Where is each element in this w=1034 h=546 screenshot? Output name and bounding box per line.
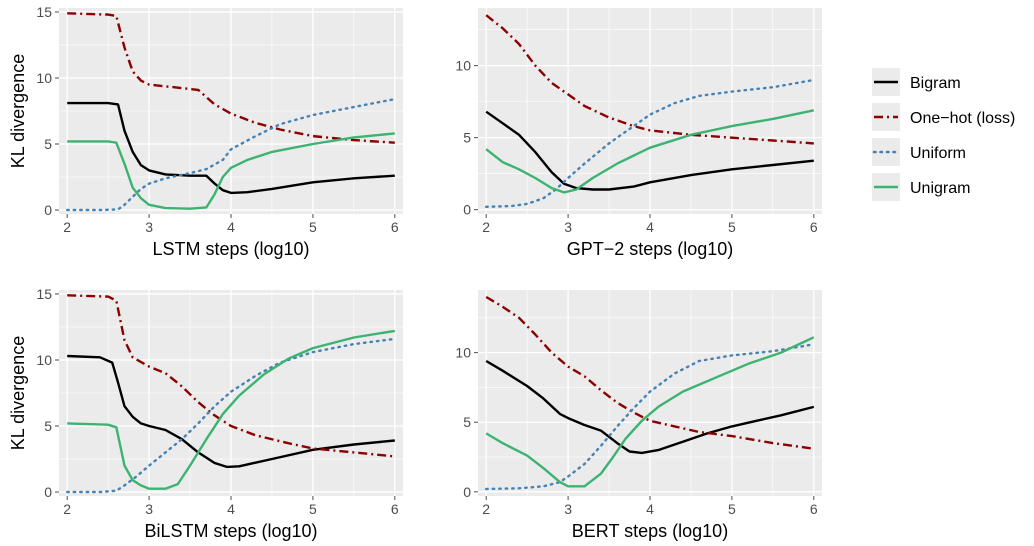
- series-line-unigram: [485, 336, 815, 488]
- x-tick-label: 2: [63, 501, 71, 517]
- x-tick-label: 6: [810, 219, 818, 235]
- y-tick-label: 0: [463, 484, 471, 500]
- x-tick-label: 4: [227, 501, 235, 517]
- series-line-bigram: [67, 101, 395, 195]
- x-axis-title: LSTM steps (log10): [152, 239, 309, 259]
- x-tick-label: 6: [391, 219, 399, 235]
- x-tick-label: 5: [728, 219, 736, 235]
- series-line-unigram: [67, 329, 395, 490]
- series-line-onehot: [485, 295, 814, 450]
- series-line-bigram: [67, 354, 395, 469]
- y-axis-title: KL divergence: [8, 54, 28, 168]
- legend: Bigram One−hot (loss) Uniform Unigram: [866, 62, 1032, 201]
- series-line-unigram: [485, 109, 815, 194]
- x-tick-label: 3: [145, 501, 153, 517]
- y-tick-label: 10: [36, 352, 52, 368]
- series-line-onehot: [67, 294, 395, 458]
- x-axis-title: BiLSTM steps (log10): [144, 521, 317, 541]
- series-line-onehot: [67, 12, 395, 144]
- x-tick-label: 4: [227, 219, 235, 235]
- x-tick-label: 3: [145, 219, 153, 235]
- x-axis-title: GPT−2 steps (log10): [567, 239, 734, 259]
- x-tick-label: 5: [728, 501, 736, 517]
- legend-label-uniform: Uniform: [910, 145, 966, 162]
- x-axis-title: BERT steps (log10): [572, 521, 728, 541]
- x-tick-label: 3: [564, 501, 572, 517]
- series-line-onehot: [485, 14, 814, 145]
- legend-label-unigram: Unigram: [910, 180, 970, 197]
- x-tick-label: 5: [309, 219, 317, 235]
- y-tick-label: 0: [44, 484, 52, 500]
- legend-label-bigram: Bigram: [910, 75, 961, 92]
- series-line-unigram: [67, 132, 395, 210]
- series-line-bigram: [485, 359, 815, 455]
- series-line-bigram: [485, 110, 814, 191]
- chart-panels: 2 3 4 5 6 0 5 10 15 LSTM steps (log10) KL divergen…: [8, 4, 822, 541]
- y-tick-label: 0: [463, 202, 471, 218]
- series-line-uniform: [65, 97, 396, 212]
- x-tick-label: 4: [646, 219, 654, 235]
- series-line-uniform: [485, 78, 815, 209]
- y-tick-label: 15: [36, 4, 52, 20]
- x-tick-label: 2: [482, 501, 490, 517]
- y-tick-label: 10: [36, 70, 52, 86]
- x-tick-label: 4: [646, 501, 654, 517]
- y-tick-label: 15: [36, 286, 52, 302]
- y-tick-label: 10: [455, 58, 471, 74]
- chart-panel: 2 3 4 5 6 0 5 10 15 BiLSTM steps (log10) KL diverg…: [8, 286, 403, 541]
- legend-label-onehot: One−hot (loss): [910, 110, 1015, 127]
- y-tick-label: 5: [44, 418, 52, 434]
- x-tick-label: 2: [482, 219, 490, 235]
- x-tick-label: 2: [63, 219, 71, 235]
- x-tick-label: 6: [810, 501, 818, 517]
- y-tick-label: 0: [44, 202, 52, 218]
- y-axis-title: KL divergence: [8, 336, 28, 450]
- series-line-uniform: [65, 337, 396, 494]
- x-tick-label: 3: [564, 219, 572, 235]
- chart-panel: 2 3 4 5 6 0 5 10 GPT−2 steps (log10): [455, 8, 822, 259]
- y-tick-label: 5: [44, 136, 52, 152]
- x-tick-label: 6: [391, 501, 399, 517]
- chart-panel: 2 3 4 5 6 0 5 10 15 LSTM steps (log10) KL divergen…: [8, 4, 403, 259]
- y-tick-label: 5: [463, 414, 471, 430]
- x-tick-label: 5: [309, 501, 317, 517]
- y-tick-label: 5: [463, 130, 471, 146]
- chart-panel: 2 3 4 5 6 0 5 10 BERT steps (log10): [455, 290, 822, 541]
- y-tick-label: 10: [455, 345, 471, 361]
